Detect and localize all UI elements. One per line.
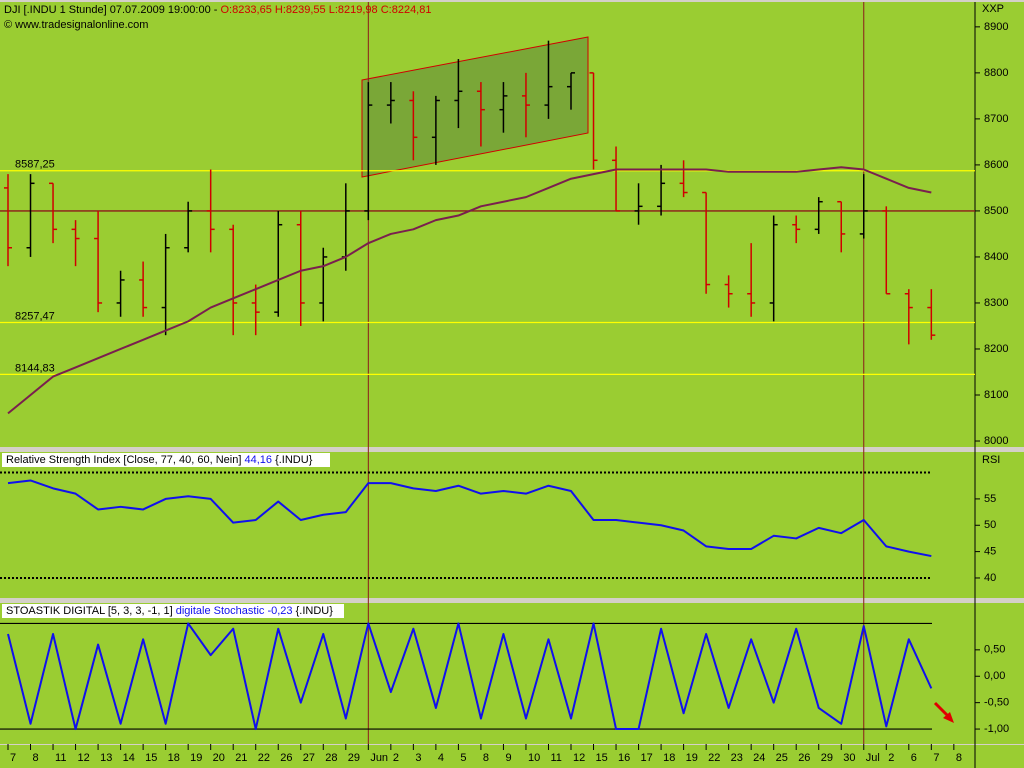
rsi-pane — [0, 452, 1024, 598]
series-line — [7, 166, 932, 415]
y-tick-label: 0,00 — [984, 670, 1005, 682]
y-tick-label: 8900 — [984, 21, 1008, 33]
h-line-label: 8257,47 — [15, 310, 55, 322]
x-axis-band — [0, 745, 1024, 768]
stoch-title-box — [2, 604, 344, 618]
x-tick-label: Jul — [866, 752, 880, 764]
y-tick-label: 8000 — [984, 435, 1008, 447]
y-tick-label: 8500 — [984, 205, 1008, 217]
y-tick-label: 8400 — [984, 251, 1008, 263]
x-tick-label: 26 — [798, 752, 810, 764]
x-tick-label: 2 — [393, 752, 399, 764]
x-tick-label: 13 — [100, 752, 112, 764]
stoch-title: STOASTIK DIGITAL [5, 3, 3, -1, 1] — [6, 605, 173, 617]
x-tick-label: 15 — [596, 752, 608, 764]
series-line — [7, 479, 932, 558]
arrow-head — [943, 712, 954, 723]
x-tick-label: 12 — [573, 752, 585, 764]
x-tick-label: 8 — [483, 752, 489, 764]
rsi-header: Relative Strength Index [Close, 77, 40, … — [6, 454, 313, 466]
x-tick-label: 21 — [235, 752, 247, 764]
x-tick-label: 6 — [911, 752, 917, 764]
price-title: DJI [.INDU 1 Stunde] 07.07.2009 19:00:00… — [4, 4, 220, 16]
stoch-pane — [0, 603, 1024, 744]
trend-channel — [361, 36, 589, 178]
price-axis-label: XXP — [982, 3, 1004, 15]
stoch-suffix: {.INDU} — [296, 605, 334, 617]
series-line — [7, 622, 933, 731]
rsi-title: Relative Strength Index [Close, 77, 40, … — [6, 454, 241, 466]
stoch-header: STOASTIK DIGITAL [5, 3, 3, -1, 1] digita… — [6, 605, 333, 617]
x-tick-label: 12 — [78, 752, 90, 764]
x-tick-label: 4 — [438, 752, 444, 764]
x-tick-label: Jun — [370, 752, 388, 764]
x-tick-label: 19 — [686, 752, 698, 764]
x-tick-label: 24 — [753, 752, 765, 764]
x-tick-label: 18 — [168, 752, 180, 764]
x-tick-label: 22 — [708, 752, 720, 764]
x-tick-label: 11 — [550, 752, 561, 764]
rsi-axis-label: RSI — [982, 454, 1000, 466]
x-tick-label: 23 — [731, 752, 743, 764]
x-tick-label: 19 — [190, 752, 202, 764]
x-tick-label: 30 — [843, 752, 855, 764]
x-tick-label: 3 — [415, 752, 421, 764]
y-tick-label: 0,50 — [984, 644, 1005, 656]
x-tick-label: 29 — [348, 752, 360, 764]
x-tick-label: 29 — [821, 752, 833, 764]
x-tick-label: 14 — [123, 752, 135, 764]
y-tick-label: 8100 — [984, 389, 1008, 401]
y-tick-label: 55 — [984, 493, 996, 505]
plot: 8000 8100 8200 8300 8400 8500 8600 8700 8800 8900… — [0, 2, 1009, 764]
x-tick-label: 11 — [55, 752, 66, 764]
rsi-value: 44,16 — [244, 454, 272, 466]
y-tick-label: 8300 — [984, 297, 1008, 309]
x-tick-label: 2 — [888, 752, 894, 764]
x-tick-label: 7 — [10, 752, 16, 764]
x-tick-label: 27 — [303, 752, 315, 764]
x-tick-label: 10 — [528, 752, 540, 764]
y-tick-label: -1,00 — [984, 723, 1009, 735]
x-tick-label: 5 — [460, 752, 466, 764]
x-tick-label: 8 — [956, 752, 962, 764]
x-tick-label: 7 — [933, 752, 939, 764]
y-tick-label: -0,50 — [984, 697, 1009, 709]
x-tick-label: 18 — [663, 752, 675, 764]
rsi-title-box — [2, 453, 330, 467]
x-tick-label: 20 — [213, 752, 225, 764]
x-tick-label: 9 — [505, 752, 511, 764]
y-tick-label: 8800 — [984, 67, 1008, 79]
y-tick-label: 45 — [984, 546, 996, 558]
rsi-suffix: {.INDU} — [275, 454, 313, 466]
price-values: O:8233,65 H:8239,55 L:8219,98 C:8224,81 — [220, 4, 431, 16]
y-tick-label: 8600 — [984, 159, 1008, 171]
x-tick-label: 16 — [618, 752, 630, 764]
x-tick-label: 8 — [33, 752, 39, 764]
price-header: DJI [.INDU 1 Stunde] 07.07.2009 19:00:00… — [4, 4, 431, 16]
x-tick-label: 17 — [641, 752, 653, 764]
x-tick-label: 22 — [258, 752, 270, 764]
h-line-label: 8587,25 — [15, 159, 55, 171]
x-tick-label: 25 — [776, 752, 788, 764]
y-tick-label: 8200 — [984, 343, 1008, 355]
stoch-value: digitale Stochastic -0,23 — [176, 605, 293, 617]
x-tick-label: 26 — [280, 752, 292, 764]
x-tick-label: 15 — [145, 752, 157, 764]
y-tick-label: 8700 — [984, 113, 1008, 125]
y-tick-label: 40 — [984, 572, 996, 584]
y-tick-label: 50 — [984, 519, 996, 531]
x-tick-label: 28 — [325, 752, 337, 764]
h-line-label: 8144,83 — [15, 362, 55, 374]
source: © www.tradesignalonline.com — [4, 19, 148, 31]
